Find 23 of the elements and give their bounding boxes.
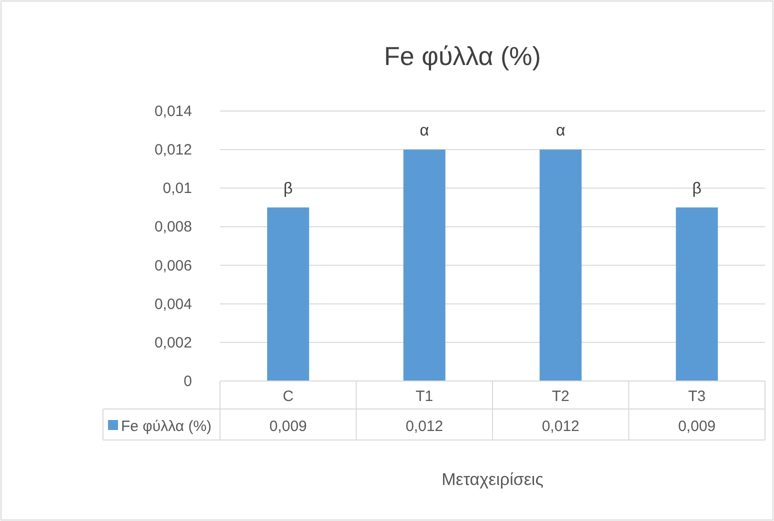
y-tick-label: 0,002 <box>154 334 192 352</box>
x-tick-label: T2 <box>552 388 570 405</box>
annotation: β <box>284 180 293 198</box>
x-axis-title: Μεταχειρίσεις <box>442 470 544 489</box>
x-tick-label: T3 <box>688 388 706 405</box>
annotation: α <box>556 122 566 140</box>
x-tick-label: T1 <box>416 388 434 405</box>
y-tick-label: 0,006 <box>154 257 192 274</box>
y-tick-label: 0,01 <box>162 180 192 198</box>
y-tick-label: 0,004 <box>154 296 192 313</box>
annotation: β <box>692 180 702 198</box>
chart-title: Fe φύλλα (%) <box>384 41 541 71</box>
annotation: α <box>420 122 429 140</box>
data-label: 0,012 <box>542 418 580 435</box>
legend-label: Fe φύλλα (%) <box>121 418 212 435</box>
x-tick-label: C <box>282 388 294 405</box>
y-tick-label: 0,008 <box>154 218 192 236</box>
data-label: 0,012 <box>406 418 444 435</box>
y-tick-label: 0,014 <box>154 103 192 120</box>
y-tick-label: 0 <box>184 373 192 390</box>
y-tick-label: 0,012 <box>154 142 192 159</box>
data-label: 0,009 <box>269 418 307 435</box>
data-label: 0,009 <box>678 418 716 435</box>
